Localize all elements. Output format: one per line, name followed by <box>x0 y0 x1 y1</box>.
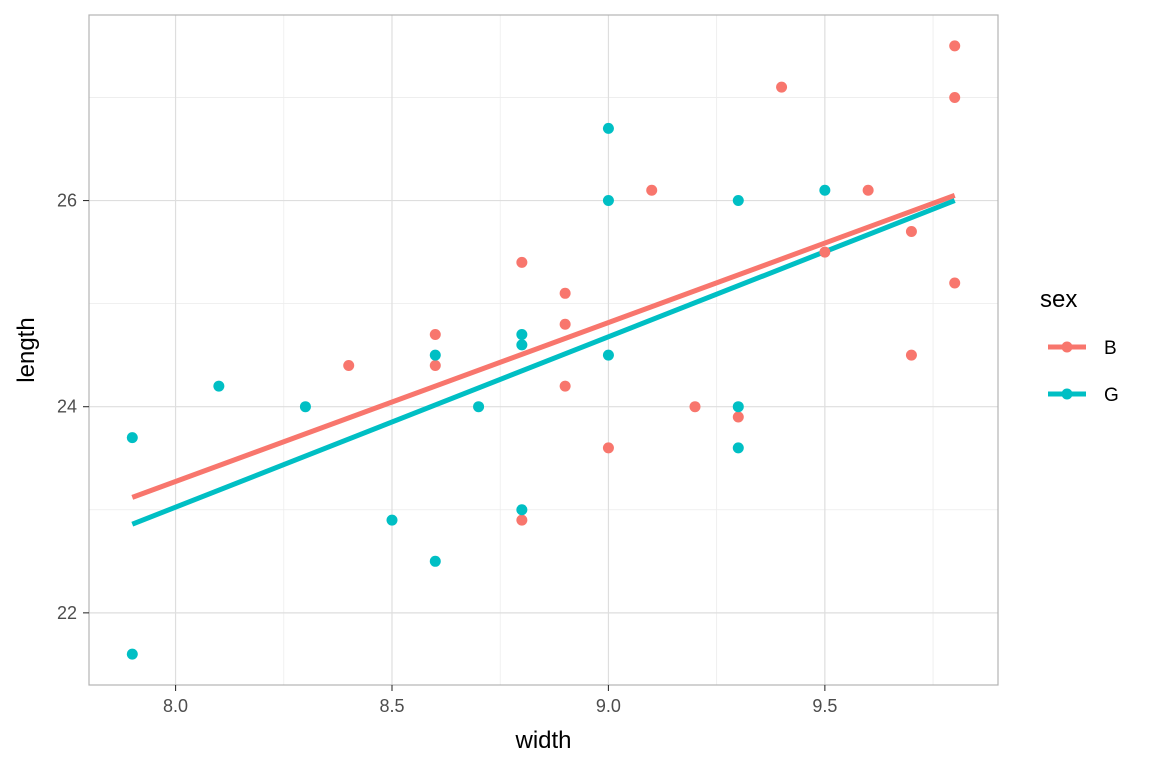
data-point-b <box>516 514 528 526</box>
data-point-b <box>949 91 961 103</box>
data-point-g <box>602 122 614 134</box>
x-axis-title: width <box>514 727 571 754</box>
fit-lines <box>131 193 956 527</box>
data-point-g <box>473 401 485 413</box>
x-tick-label: 8.0 <box>163 696 188 716</box>
minor-gridlines <box>89 15 998 685</box>
data-point-b <box>949 277 961 289</box>
data-points <box>126 40 961 660</box>
x-tick-label: 9.0 <box>596 696 621 716</box>
data-point-g <box>732 401 744 413</box>
data-point-g <box>516 504 528 516</box>
data-point-g <box>516 329 528 341</box>
data-point-b <box>732 411 744 423</box>
x-tick-label: 9.5 <box>812 696 837 716</box>
data-point-g <box>602 195 614 207</box>
legend-label-g: G <box>1104 385 1119 406</box>
x-tick-label: 8.5 <box>379 696 404 716</box>
data-point-g <box>213 380 225 392</box>
data-point-b <box>516 256 528 268</box>
data-point-g <box>732 195 744 207</box>
plot-border <box>88 14 999 686</box>
data-point-b <box>559 380 571 392</box>
plot-panel <box>89 15 998 685</box>
data-point-g <box>299 401 311 413</box>
legend-label-b: B <box>1104 338 1117 359</box>
data-point-b <box>776 81 788 93</box>
major-gridlines <box>89 15 998 685</box>
data-point-b <box>559 318 571 330</box>
y-tick-label: 24 <box>57 397 77 417</box>
data-point-b <box>862 184 874 196</box>
data-point-b <box>689 401 701 413</box>
fit-line-b <box>131 193 956 500</box>
data-point-g <box>126 432 138 444</box>
data-point-g <box>819 184 831 196</box>
y-tick-label: 26 <box>57 191 77 211</box>
fit-line-g <box>131 198 956 527</box>
data-point-b <box>429 329 441 341</box>
data-point-b <box>949 40 961 52</box>
legend: sex B G <box>1040 286 1119 406</box>
data-point-g <box>386 514 398 526</box>
data-point-b <box>905 349 917 361</box>
data-point-b <box>343 359 355 371</box>
data-point-b <box>905 225 917 237</box>
data-point-b <box>429 359 441 371</box>
y-axis-ticks: 22 24 26 <box>57 191 89 623</box>
data-point-g <box>126 648 138 660</box>
y-axis-title: length <box>13 317 40 382</box>
data-point-b <box>646 184 658 196</box>
x-axis-ticks: 8.0 8.5 9.0 9.5 <box>163 685 837 716</box>
data-point-g <box>602 349 614 361</box>
y-tick-label: 22 <box>57 603 77 623</box>
data-point-b <box>819 246 831 258</box>
legend-title: sex <box>1040 286 1077 313</box>
legend-key-point <box>1061 388 1073 400</box>
data-point-b <box>559 287 571 299</box>
data-point-b <box>602 442 614 454</box>
data-point-g <box>516 339 528 351</box>
data-point-g <box>429 349 441 361</box>
legend-key-point <box>1061 341 1073 353</box>
data-point-g <box>429 555 441 567</box>
legend-key-g <box>1048 388 1086 400</box>
legend-key-b <box>1048 341 1086 353</box>
data-point-g <box>732 442 744 454</box>
